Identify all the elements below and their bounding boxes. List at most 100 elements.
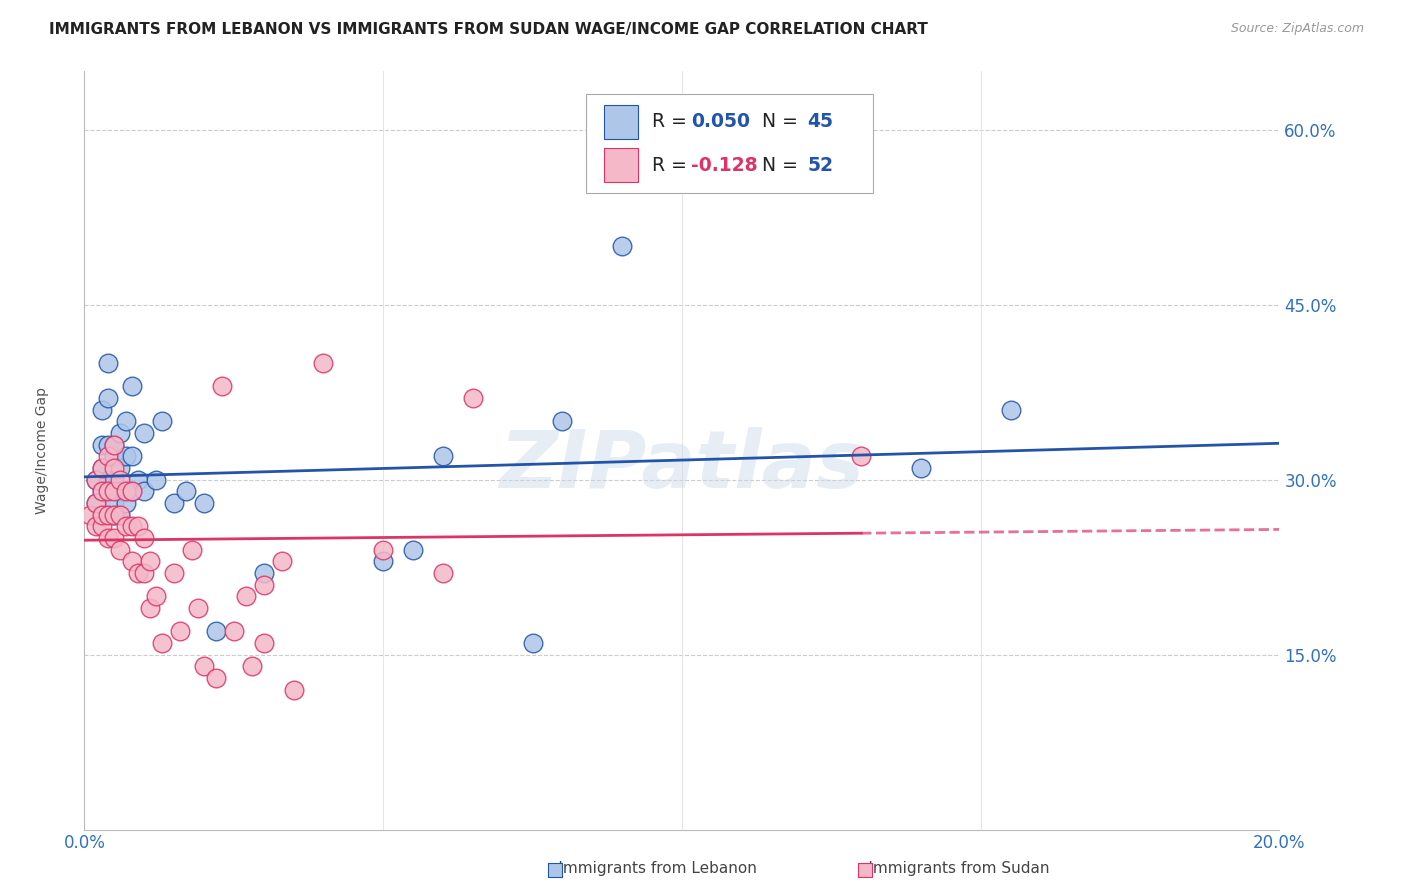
Point <box>103 508 125 522</box>
Text: Source: ZipAtlas.com: Source: ZipAtlas.com <box>1230 22 1364 36</box>
Point <box>86 473 108 487</box>
Text: Immigrants from Lebanon: Immigrants from Lebanon <box>534 861 758 876</box>
Point <box>253 636 276 650</box>
Point <box>127 566 149 580</box>
Point <box>851 450 873 464</box>
Point <box>91 484 114 499</box>
Text: IMMIGRANTS FROM LEBANON VS IMMIGRANTS FROM SUDAN WAGE/INCOME GAP CORRELATION CHA: IMMIGRANTS FROM LEBANON VS IMMIGRANTS FR… <box>49 22 928 37</box>
Point <box>139 601 162 615</box>
Point <box>522 636 544 650</box>
Point <box>139 554 162 568</box>
Point <box>91 461 114 475</box>
Point <box>91 484 114 499</box>
Point <box>193 659 215 673</box>
Text: N =: N = <box>762 112 804 131</box>
Point <box>115 414 138 428</box>
Point <box>103 437 125 451</box>
Point <box>174 484 197 499</box>
Point <box>612 239 634 253</box>
Text: R =: R = <box>652 112 693 131</box>
Point <box>110 508 132 522</box>
Point <box>373 542 395 557</box>
Point <box>86 473 108 487</box>
Point <box>97 484 120 499</box>
Point <box>551 414 574 428</box>
Point <box>103 508 125 522</box>
Text: 45: 45 <box>807 112 834 131</box>
Point <box>181 542 204 557</box>
Text: 52: 52 <box>807 155 834 175</box>
Point <box>91 437 114 451</box>
Point <box>115 496 138 510</box>
Point <box>205 671 228 685</box>
Point <box>97 508 120 522</box>
Point <box>150 636 173 650</box>
Point <box>211 379 233 393</box>
Text: 0.050: 0.050 <box>692 112 751 131</box>
Point <box>222 624 245 639</box>
Point <box>240 659 263 673</box>
Point <box>103 461 125 475</box>
Point <box>97 391 120 405</box>
Text: Immigrants from Sudan: Immigrants from Sudan <box>844 861 1049 876</box>
Point <box>91 508 114 522</box>
Point <box>121 379 143 393</box>
Point <box>235 589 257 603</box>
Point <box>115 484 138 499</box>
Point <box>103 473 125 487</box>
Point <box>132 425 156 440</box>
Point <box>461 391 484 405</box>
Point <box>115 450 138 464</box>
Point <box>103 531 125 545</box>
Point <box>97 531 120 545</box>
Point <box>312 356 335 370</box>
Point <box>91 508 114 522</box>
Point <box>110 425 132 440</box>
Point <box>145 589 167 603</box>
Point <box>121 484 143 499</box>
Text: R =: R = <box>652 155 693 175</box>
Point <box>91 461 114 475</box>
Point <box>91 402 114 417</box>
FancyBboxPatch shape <box>586 95 873 193</box>
Point <box>910 461 932 475</box>
Point <box>127 519 149 533</box>
Point <box>97 473 120 487</box>
Point <box>253 577 276 591</box>
Point <box>91 519 114 533</box>
Point <box>253 566 276 580</box>
Point <box>432 566 454 580</box>
Point <box>86 496 108 510</box>
Text: N =: N = <box>762 155 804 175</box>
Point <box>145 473 167 487</box>
Point <box>1000 402 1022 417</box>
Point <box>121 450 143 464</box>
Point <box>86 496 108 510</box>
Point <box>121 519 143 533</box>
Point <box>79 508 101 522</box>
Point <box>86 519 108 533</box>
Point <box>121 554 143 568</box>
Point <box>132 484 156 499</box>
Point <box>110 542 132 557</box>
Point <box>110 461 132 475</box>
Point <box>103 450 125 464</box>
Point <box>127 473 149 487</box>
Point <box>373 554 395 568</box>
FancyBboxPatch shape <box>605 104 638 139</box>
Point <box>205 624 228 639</box>
Point <box>110 473 132 487</box>
Point <box>402 542 425 557</box>
Point <box>103 484 125 499</box>
Point <box>187 601 209 615</box>
Point <box>97 450 120 464</box>
Text: ZIPatlas: ZIPatlas <box>499 426 865 505</box>
Point <box>121 484 143 499</box>
Y-axis label: Wage/Income Gap: Wage/Income Gap <box>35 387 48 514</box>
Point <box>115 519 138 533</box>
Point <box>270 554 292 568</box>
FancyBboxPatch shape <box>605 148 638 182</box>
Text: -0.128: -0.128 <box>692 155 758 175</box>
Point <box>163 496 186 510</box>
Point <box>283 682 305 697</box>
